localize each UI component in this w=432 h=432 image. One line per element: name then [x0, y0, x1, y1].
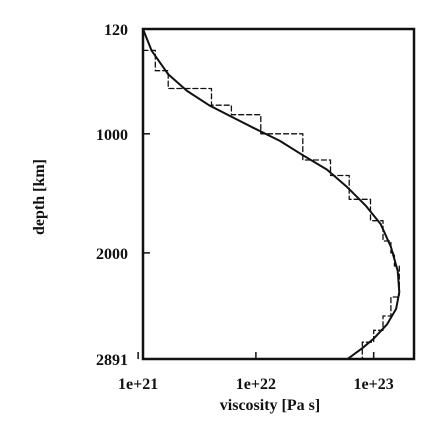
- y-tick-label: 1000: [96, 127, 128, 144]
- y-axis-title: depth [km]: [31, 159, 48, 235]
- y-tick-label: 2000: [96, 246, 128, 263]
- x-tick-label: 1e+22: [236, 376, 276, 393]
- chart-marks: [143, 29, 401, 359]
- y-tick-label: 120: [104, 22, 128, 39]
- x-tick-label: 1e+21: [118, 376, 158, 393]
- dashed-step-series: [143, 49, 400, 359]
- plot-frame: [141, 27, 416, 361]
- x-axis-title: viscosity [Pa s]: [220, 397, 320, 414]
- y-tick-label: 2891: [96, 352, 128, 369]
- axis-ticks: 1e+21 1e+22 1e+23 120 1000 2000 2891: [96, 22, 394, 393]
- x-tick-label: 1e+23: [354, 376, 394, 393]
- solid-curve-series: [143, 29, 401, 359]
